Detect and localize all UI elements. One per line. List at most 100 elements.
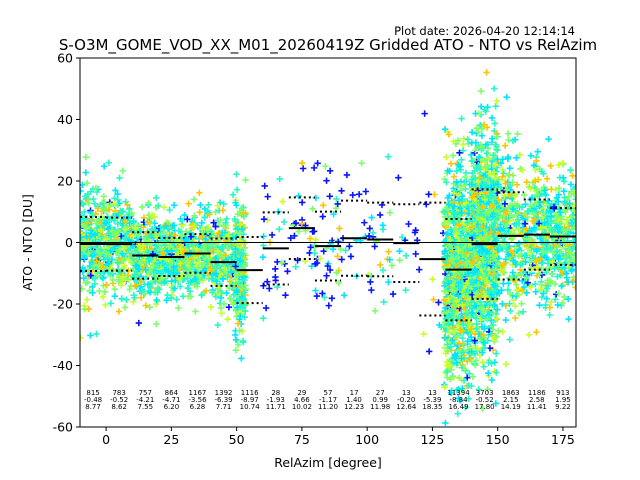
y-tick-label: 0 <box>65 235 73 250</box>
data-point <box>105 159 113 166</box>
data-point <box>333 269 340 276</box>
data-point <box>197 201 204 209</box>
data-point <box>166 260 174 267</box>
data-point <box>99 275 107 282</box>
data-point <box>188 256 195 263</box>
data-point <box>272 277 279 284</box>
data-point <box>240 338 247 346</box>
data-point <box>130 219 137 226</box>
data-point <box>111 200 118 207</box>
bin-std-label: 6.28 <box>190 403 206 411</box>
data-point <box>148 245 155 252</box>
data-point <box>212 208 219 216</box>
data-point <box>177 283 184 290</box>
data-point <box>405 220 412 228</box>
data-point <box>455 221 463 229</box>
data-point <box>142 302 149 309</box>
data-point <box>459 147 467 154</box>
data-point <box>85 200 93 207</box>
data-point <box>136 253 143 260</box>
data-point <box>88 268 96 275</box>
data-point <box>166 206 173 214</box>
data-point <box>262 304 270 312</box>
data-point <box>237 257 244 264</box>
data-point <box>333 195 340 203</box>
data-point <box>284 268 291 275</box>
data-point <box>231 215 238 223</box>
data-point <box>216 291 223 299</box>
data-point <box>234 320 242 327</box>
data-point <box>137 273 145 280</box>
data-point <box>189 261 196 268</box>
data-point <box>100 273 107 281</box>
data-point <box>368 214 375 221</box>
data-point <box>153 194 160 202</box>
data-point <box>314 160 321 167</box>
data-point <box>425 191 432 198</box>
data-point <box>82 154 90 161</box>
data-point <box>104 255 111 262</box>
data-point <box>178 217 186 225</box>
data-point <box>264 193 271 200</box>
data-point <box>133 277 140 285</box>
data-point <box>431 191 438 198</box>
data-point <box>453 359 461 366</box>
data-point <box>191 222 198 230</box>
data-point <box>99 293 107 301</box>
data-point <box>212 270 220 278</box>
data-point <box>103 282 110 289</box>
data-point <box>118 282 125 289</box>
data-point <box>241 313 248 321</box>
data-point <box>102 301 109 309</box>
data-point <box>268 231 276 239</box>
data-point <box>217 294 225 302</box>
data-point <box>346 243 353 250</box>
data-point <box>444 348 451 355</box>
data-point <box>233 186 241 193</box>
data-point <box>448 347 455 354</box>
data-point <box>130 291 138 299</box>
data-point <box>326 167 334 175</box>
data-point <box>454 410 461 417</box>
data-point <box>193 245 201 253</box>
data-point <box>377 261 384 269</box>
data-point <box>185 280 193 287</box>
data-point <box>208 275 215 282</box>
data-point <box>124 246 132 254</box>
data-point <box>175 304 182 312</box>
data-point <box>100 193 107 200</box>
y-tick-label: -60 <box>53 420 73 435</box>
data-point <box>98 204 106 212</box>
data-point <box>145 199 152 207</box>
data-point <box>198 219 205 226</box>
bin-std-label: 10.02 <box>292 403 312 411</box>
data-point <box>280 218 288 226</box>
data-point <box>312 260 319 268</box>
data-point <box>274 283 281 291</box>
data-point <box>80 249 84 257</box>
data-point <box>80 285 85 292</box>
data-point <box>133 234 141 242</box>
x-axis-label: RelAzim [degree] <box>274 455 382 470</box>
x-tick-label: 75 <box>294 432 310 447</box>
data-point <box>138 287 145 295</box>
data-point <box>336 225 343 232</box>
data-point <box>220 300 228 308</box>
data-point <box>111 292 119 300</box>
data-point <box>323 177 330 184</box>
data-point <box>335 279 342 287</box>
data-point <box>232 263 239 270</box>
data-point <box>160 229 168 236</box>
data-point <box>326 193 333 200</box>
data-point <box>208 246 215 254</box>
y-tick-label: -20 <box>53 297 73 312</box>
bin-std-label: 6.20 <box>164 403 180 411</box>
data-point <box>100 163 108 170</box>
data-point <box>241 276 248 284</box>
data-point <box>298 159 306 167</box>
data-point <box>264 278 271 285</box>
data-point <box>99 264 106 271</box>
data-point <box>458 115 465 122</box>
bin-std-label: 18.35 <box>422 403 442 411</box>
data-point <box>311 250 318 257</box>
